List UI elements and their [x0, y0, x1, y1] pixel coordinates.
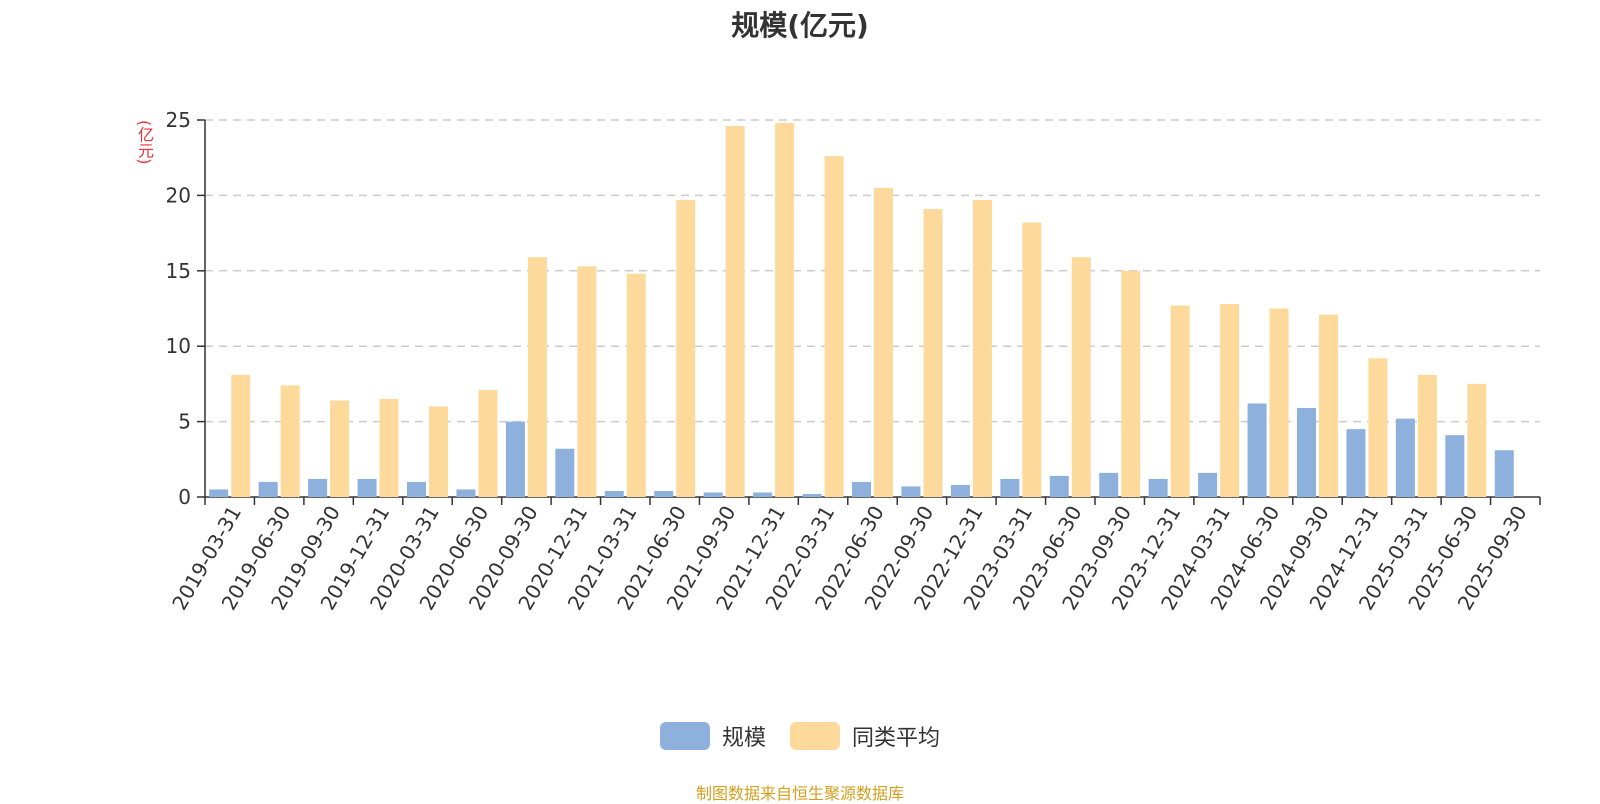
bar-category-average [330, 400, 350, 497]
y-axis-unit-label: (亿元) [135, 120, 154, 165]
bar-category-average [280, 385, 300, 497]
data-source-note: 制图数据来自恒生聚源数据库 [695, 784, 904, 803]
bar-category-average [1269, 308, 1289, 497]
chart-title: 规模(亿元) [731, 9, 869, 42]
bar-category-average [577, 266, 597, 497]
bar-category-average [1368, 358, 1388, 497]
bar-category-average [478, 389, 498, 497]
bar-scale [703, 492, 723, 497]
bar-category-average [626, 273, 646, 497]
bar-category-average [874, 187, 893, 498]
y-tick-label: 15 [166, 259, 191, 283]
bar-category-average [1071, 257, 1091, 497]
bar-category-average [1220, 303, 1240, 497]
legend-item-scale[interactable]: 规模 [659, 720, 766, 752]
bar-scale [1049, 475, 1069, 497]
bar-scale [1395, 418, 1415, 497]
bar-category-average [379, 398, 399, 497]
y-tick-label: 5 [178, 410, 191, 434]
bar-scale [753, 492, 773, 497]
bar-category-average [972, 199, 992, 497]
bar-scale [1148, 478, 1168, 497]
bar-category-average [429, 406, 448, 497]
y-tick-label: 20 [166, 183, 191, 207]
bar-category-average [231, 374, 251, 497]
bar-category-average [775, 123, 795, 498]
bar-category-average [1022, 222, 1042, 497]
legend: 规模 同类平均 [0, 720, 1600, 752]
bar-scale [1494, 450, 1514, 497]
legend-label-category-average: 同类平均 [852, 726, 941, 751]
bar-scale [407, 481, 426, 497]
bar-scale [604, 490, 624, 497]
bar-category-average [527, 257, 547, 497]
bar-category-average [1319, 314, 1338, 497]
legend-swatch-category-average [790, 722, 840, 750]
bar-category-average [1170, 305, 1190, 497]
y-tick-label: 25 [166, 108, 191, 132]
bar-scale [258, 481, 278, 497]
bar-scale [901, 486, 921, 497]
bar-scale [1445, 435, 1465, 497]
bar-category-average [1467, 383, 1487, 497]
bar-scale [950, 484, 970, 497]
legend-swatch-scale [659, 722, 710, 750]
bar-scale [654, 490, 674, 497]
bar-scale [555, 448, 575, 497]
bar-scale [802, 493, 822, 497]
bar-scale [357, 478, 377, 497]
bar-scale [1346, 429, 1366, 497]
bar-scale [1000, 478, 1020, 497]
legend-item-category-average[interactable]: 同类平均 [790, 720, 940, 752]
bar-category-average [923, 208, 943, 498]
bar-category-average [676, 199, 696, 497]
bar-category-average [1121, 270, 1141, 497]
bar-category-average [824, 156, 844, 497]
bar-scale [852, 481, 871, 497]
y-tick-label: 10 [166, 334, 191, 358]
bar-scale [209, 489, 229, 497]
y-tick-label: 0 [178, 485, 191, 509]
bar-scale [1198, 472, 1218, 497]
bar-scale [505, 421, 525, 497]
bar-chart: 05101520252019-03-312019-06-302019-09-30… [166, 108, 1541, 614]
legend-label-scale: 规模 [721, 726, 766, 751]
bar-category-average [725, 126, 745, 498]
bar-scale [308, 478, 328, 497]
bar-scale [1247, 403, 1267, 497]
bar-scale [1297, 408, 1316, 497]
bar-scale [1099, 472, 1119, 497]
bar-scale [456, 489, 476, 497]
bar-category-average [1417, 374, 1437, 497]
